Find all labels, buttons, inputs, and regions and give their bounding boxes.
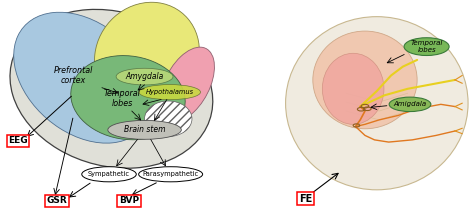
Text: Prefrontal
cortex: Prefrontal cortex [54,66,93,85]
Text: EEG: EEG [8,137,28,145]
Ellipse shape [145,101,192,137]
Ellipse shape [14,12,152,143]
Ellipse shape [138,167,202,182]
Text: Parasympathetic: Parasympathetic [143,171,199,177]
Ellipse shape [10,9,213,168]
Text: Temporal
lobes: Temporal lobes [104,89,141,109]
Text: Hypothalamus: Hypothalamus [146,89,194,95]
Text: Amygdala: Amygdala [126,72,164,81]
Ellipse shape [285,17,468,190]
Text: Temporal
lobes: Temporal lobes [410,40,443,53]
Ellipse shape [322,53,384,124]
Ellipse shape [404,38,449,56]
Text: GSR: GSR [46,196,67,205]
Ellipse shape [116,68,173,85]
Ellipse shape [160,47,214,122]
Text: BVP: BVP [119,196,139,205]
Ellipse shape [71,56,185,140]
Text: Sympathetic: Sympathetic [88,171,130,177]
Ellipse shape [94,2,200,109]
Text: Brain stem: Brain stem [124,125,165,134]
Text: Amigdala: Amigdala [393,101,427,107]
Text: FE: FE [299,194,312,204]
Ellipse shape [313,31,417,129]
Ellipse shape [139,85,201,100]
Ellipse shape [108,120,181,139]
Ellipse shape [82,167,137,182]
Ellipse shape [389,97,431,111]
